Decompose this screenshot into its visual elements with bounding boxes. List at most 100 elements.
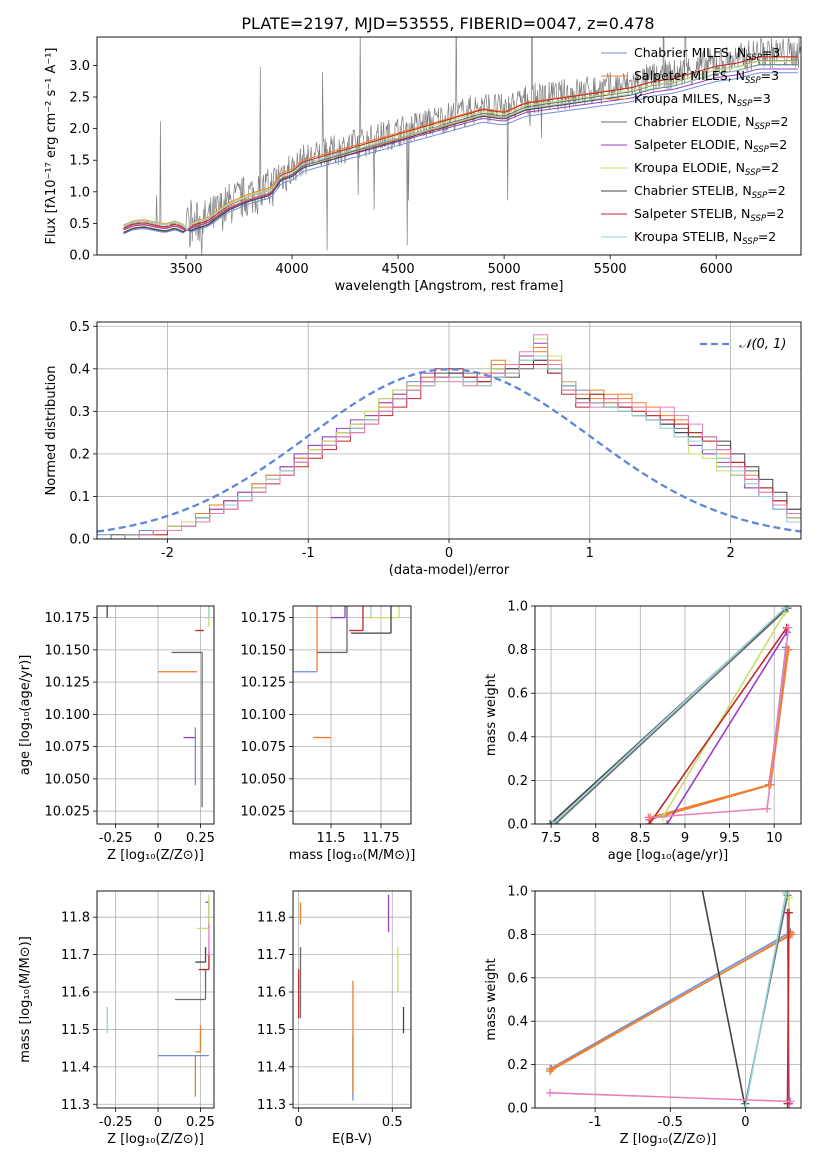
x-tick-label: 4500 — [382, 262, 415, 277]
legend-nssp-symbol: N — [733, 229, 742, 244]
y-tick-label: 0.3 — [69, 405, 90, 420]
legend-model: Salpeter ELODIE, — [634, 137, 744, 152]
panel-residuals: -2 -1 0 1 2 0.0 0.1 0.2 0.3 0.4 0.5 (data-model)/er… — [44, 320, 802, 578]
y-tick-label: 1.5 — [69, 154, 90, 169]
x-tick-label: 8 — [592, 831, 600, 846]
weight-line — [701, 891, 747, 1108]
y-tick-label: 11.4 — [61, 1060, 90, 1075]
model-spectrum-line — [123, 60, 798, 231]
panel-mass-vs-Z: -0.25 0 0.25 11.3 11.4 11.5 11.6 11.7 11.8 Z [log… — [18, 890, 215, 1147]
y-tick-label: 10.175 — [241, 611, 287, 626]
plot-area — [297, 894, 405, 1101]
x-axis-label: age [log₁₀(age/yr)] — [608, 848, 729, 863]
x-tick-label: 9.5 — [719, 831, 740, 846]
legend-nssp-sub: SSP — [750, 214, 766, 224]
weight-line — [744, 893, 787, 1108]
x-tick-label: -0.25 — [99, 1115, 133, 1130]
y-tick-label: 10.100 — [45, 708, 91, 723]
legend-nssp-symbol: N — [741, 206, 750, 221]
model-spectrum-line — [123, 56, 798, 231]
weight-line — [549, 931, 791, 1070]
y-axis-label: mass weight — [484, 674, 499, 756]
legend-nssp-symbol: N — [727, 91, 736, 106]
legend-nssp-value: =2 — [766, 206, 784, 221]
axes-frame — [534, 605, 802, 825]
x-tick-label: 0 — [154, 1115, 162, 1130]
x-axis-label: Z [log₁₀(Z/Z⊙)] — [107, 1132, 204, 1147]
panel-weight-vs-age: 7.5 8 8.5 9 9.5 10 0.0 0.2 0.4 0.6 0.8 1.0 age [log₁… — [484, 600, 802, 863]
y-tick-label: 11.3 — [257, 1098, 286, 1113]
model-spectrum-line — [123, 68, 798, 231]
y-tick-label: 0.0 — [69, 533, 90, 548]
plot-area — [546, 891, 796, 1108]
y-tick-label: 0.8 — [507, 928, 528, 943]
y-tick-label: 10.050 — [45, 772, 91, 787]
legend-nssp-sub: SSP — [753, 145, 769, 155]
y-tick-label: 10.125 — [241, 676, 287, 691]
legend-entry: Salpeter MILES, NSSP=3 — [634, 68, 779, 86]
model-spectrum-line — [123, 72, 798, 235]
y-axis-label: Flux [fλ10⁻¹⁷ erg cm⁻² s⁻¹ A⁻¹] — [44, 48, 59, 245]
y-tick-label: 11.6 — [257, 986, 286, 1001]
legend-nssp-symbol: N — [742, 183, 751, 198]
legend-nssp-sub: SSP — [742, 237, 758, 247]
x-tick-label: 0 — [741, 1115, 749, 1130]
x-axis-label: mass [log₁₀(M/M⊙)] — [289, 848, 416, 863]
normal-curve — [97, 368, 801, 533]
y-tick-label: 11.6 — [61, 986, 90, 1001]
chart-panels: 3500 4000 4500 5000 5500 6000 0.0 0.5 1.0 1.5 2.0 2… — [18, 36, 802, 1147]
plot-area — [106, 606, 210, 808]
x-tick-label: 6000 — [700, 262, 733, 277]
y-tick-label: 10.150 — [45, 643, 91, 658]
y-tick-label: 1.0 — [69, 185, 90, 200]
legend-nssp-sub: SSP — [745, 76, 761, 86]
x-tick-label: 10 — [766, 831, 783, 846]
y-tick-label: 10.025 — [45, 805, 91, 820]
legend-nssp-sub: SSP — [754, 122, 770, 132]
legend-nssp-symbol: N — [737, 45, 746, 60]
legend-nssp-value: =3 — [761, 68, 779, 83]
legend-model: Chabrier MILES, — [634, 45, 737, 60]
panel-age-vs-mass: 11.5 11.75 10.025 10.050 10.075 10.100 10.125 1… — [241, 605, 416, 863]
y-tick-label: 10.075 — [241, 740, 287, 755]
x-axis-label: Z [log₁₀(Z/Z⊙)] — [107, 848, 204, 863]
x-tick-label: 0 — [445, 546, 453, 561]
y-tick-label: 0.4 — [69, 362, 90, 377]
legend-nssp-value: =2 — [767, 183, 785, 198]
y-tick-label: 0.8 — [507, 643, 528, 658]
x-axis-label: wavelength [Angstrom, rest frame] — [335, 279, 564, 294]
legend-nssp-value: =2 — [758, 229, 776, 244]
x-tick-label: -1 — [302, 546, 315, 561]
y-tick-label: 0.6 — [507, 971, 528, 986]
x-tick-label: -0.25 — [99, 831, 133, 846]
legend-nssp-sub: SSP — [745, 168, 761, 178]
legend-nssp-symbol: N — [745, 114, 754, 129]
y-tick-label: 10.025 — [241, 805, 287, 820]
legend-nssp-value: =2 — [761, 160, 779, 175]
histogram-series — [97, 355, 801, 539]
y-tick-label: 11.8 — [257, 911, 286, 926]
y-tick-label: 0.2 — [507, 774, 528, 789]
y-tick-label: 0.4 — [507, 730, 528, 745]
legend-model: Kroupa ELODIE, — [634, 160, 736, 175]
x-tick-label: 1 — [586, 546, 594, 561]
x-tick-label: -2 — [161, 546, 174, 561]
y-tick-label: 11.7 — [257, 948, 286, 963]
y-tick-label: 11.3 — [61, 1098, 90, 1113]
axes-frame — [96, 321, 802, 540]
y-tick-label: 11.8 — [61, 911, 90, 926]
legend-model: Kroupa STELIB, — [634, 229, 733, 244]
x-tick-label: -1 — [589, 1115, 602, 1130]
legend-nssp-symbol: N — [744, 137, 753, 152]
y-tick-label: 0.0 — [69, 249, 90, 264]
plot-area — [123, 37, 801, 255]
legend-entry: Chabrier ELODIE, NSSP=2 — [634, 114, 789, 132]
legend-entry: Chabrier MILES, NSSP=3 — [634, 45, 780, 63]
y-axis-label: mass weight — [484, 958, 499, 1040]
weight-line — [666, 631, 788, 824]
legend-model: Kroupa MILES, — [634, 91, 727, 106]
y-tick-label: 10.175 — [45, 611, 91, 626]
weight-line — [551, 933, 793, 1070]
legend-nssp-value: =3 — [752, 91, 770, 106]
